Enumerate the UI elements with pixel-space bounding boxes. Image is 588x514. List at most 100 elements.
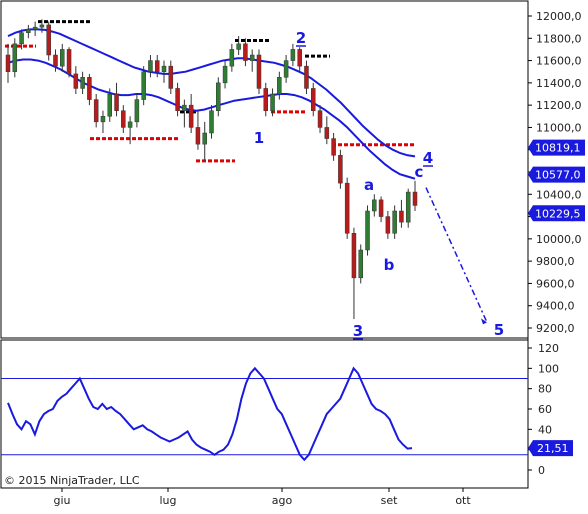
price-tick-label: 11400,0 xyxy=(536,77,582,90)
price-badge-bg xyxy=(528,139,585,156)
candle-body-up xyxy=(277,77,282,95)
osc-tick-label: 60 xyxy=(538,403,552,416)
candle-body-down xyxy=(344,182,350,234)
wave-label-1: 1 xyxy=(254,129,264,147)
candle-body-up xyxy=(100,116,106,123)
candle-body-down xyxy=(46,24,51,56)
candle-body-down xyxy=(351,233,357,279)
candle-body-up xyxy=(283,60,289,78)
elliott-wave-labels: 1 2 3 4 5 a b c xyxy=(254,29,504,340)
price-panel-frame xyxy=(0,0,529,339)
wave-label-4: 4 xyxy=(423,149,433,167)
time-axis-ticks: giu lug ago set ott xyxy=(53,488,471,507)
candle-body-up xyxy=(222,65,228,84)
projection-arrowhead xyxy=(481,318,487,325)
candle-body-up xyxy=(39,24,45,28)
time-tick-label: ott xyxy=(455,494,471,507)
candle-body-up xyxy=(80,77,85,89)
candle-body-up xyxy=(229,49,235,67)
candle-body-up xyxy=(19,32,24,45)
candle-body-down xyxy=(168,65,174,89)
price-tick-label: 9200,0 xyxy=(536,322,575,335)
price-tick-label: 9400,0 xyxy=(536,300,575,313)
candle-body-down xyxy=(87,77,92,100)
candle-body-up xyxy=(141,71,146,100)
candle-body-up xyxy=(202,132,207,145)
price-tick-label: 9800,0 xyxy=(536,255,575,268)
price-tick-label: 10400,0 xyxy=(536,188,582,201)
candle-body-down xyxy=(331,138,336,156)
wave-5-projection xyxy=(425,187,488,325)
candle-body-down xyxy=(66,49,72,75)
candle-body-up xyxy=(107,93,112,117)
candle-body-down xyxy=(243,43,248,61)
candle-body-up xyxy=(134,99,140,123)
osc-badge-bg xyxy=(528,440,573,457)
candle-body-down xyxy=(297,49,302,67)
candle-body-down xyxy=(385,216,391,234)
price-tick-label: 11200,0 xyxy=(536,99,582,112)
candle-body-down xyxy=(188,104,194,128)
time-tick-label: giu xyxy=(53,494,70,507)
oscillator: 21,51 xyxy=(1,366,573,462)
candle-body-down xyxy=(311,88,316,111)
candle-body-up xyxy=(249,54,255,61)
candle-body-up xyxy=(290,49,296,61)
price-tick-label: 12000,0 xyxy=(536,10,582,23)
osc-tick-label: 100 xyxy=(538,362,559,375)
price-badge-bg xyxy=(528,205,585,222)
time-tick-label: lug xyxy=(159,494,176,507)
osc-tick-label: 0 xyxy=(538,464,545,477)
candle-body-down xyxy=(73,73,79,89)
support-resistance-levels xyxy=(5,20,415,163)
candle-body-down xyxy=(93,99,99,123)
wave-label-a: a xyxy=(364,176,374,194)
time-tick-label: set xyxy=(381,494,398,507)
price-tick-label: 11600,0 xyxy=(536,55,582,68)
oscillator-panel-frame xyxy=(0,339,529,489)
candle-body-up xyxy=(372,199,377,212)
candle-body-up xyxy=(12,43,18,72)
candle-body-down xyxy=(256,54,262,89)
price-tick-label: 9600,0 xyxy=(536,277,575,290)
candle-body-up xyxy=(26,29,31,33)
copyright-label: © 2015 NinjaTrader, LLC xyxy=(4,474,140,487)
projection-line xyxy=(425,187,488,323)
candle-body-down xyxy=(195,127,201,145)
candle-body-down xyxy=(121,110,126,128)
candle-body-up xyxy=(358,249,363,279)
candlesticks xyxy=(5,19,418,320)
candle-body-up xyxy=(236,43,241,50)
price-tick-label: 11800,0 xyxy=(536,32,582,45)
osc-tick-label: 80 xyxy=(538,383,552,396)
price-tick-label: 11000,0 xyxy=(536,121,582,134)
candle-body-down xyxy=(154,60,160,72)
time-tick-label: ago xyxy=(272,494,293,507)
candle-body-down xyxy=(5,54,11,72)
candle-body-down xyxy=(378,199,384,217)
candle-body-down xyxy=(114,93,119,111)
candle-body-up xyxy=(182,104,187,111)
osc-line xyxy=(7,366,413,462)
candle-body-up xyxy=(405,191,411,223)
osc-badge-label: 21,51 xyxy=(537,442,569,455)
price-badge-label: 10229,5 xyxy=(535,207,581,220)
candle-body-up xyxy=(392,210,397,234)
candle-body-up xyxy=(127,121,133,128)
candle-body-down xyxy=(338,155,343,184)
candle-body-down xyxy=(412,191,418,206)
candle-body-down xyxy=(263,88,269,111)
candle-body-up xyxy=(216,82,221,111)
wave-label-3: 3 xyxy=(353,322,363,340)
oscillator-axis-ticks: 120100806040200 xyxy=(528,342,559,477)
price-badge-label: 10819,1 xyxy=(535,142,581,155)
price-tick-label: 10000,0 xyxy=(536,233,582,246)
candle-body-down xyxy=(399,210,404,223)
candle-body-down xyxy=(175,88,180,111)
candle-body-down xyxy=(53,54,58,67)
candle-body-up xyxy=(365,210,370,251)
price-badge-label: 10577,0 xyxy=(535,169,581,182)
wave-label-c: c xyxy=(415,163,424,181)
candle-body-up xyxy=(161,65,167,72)
